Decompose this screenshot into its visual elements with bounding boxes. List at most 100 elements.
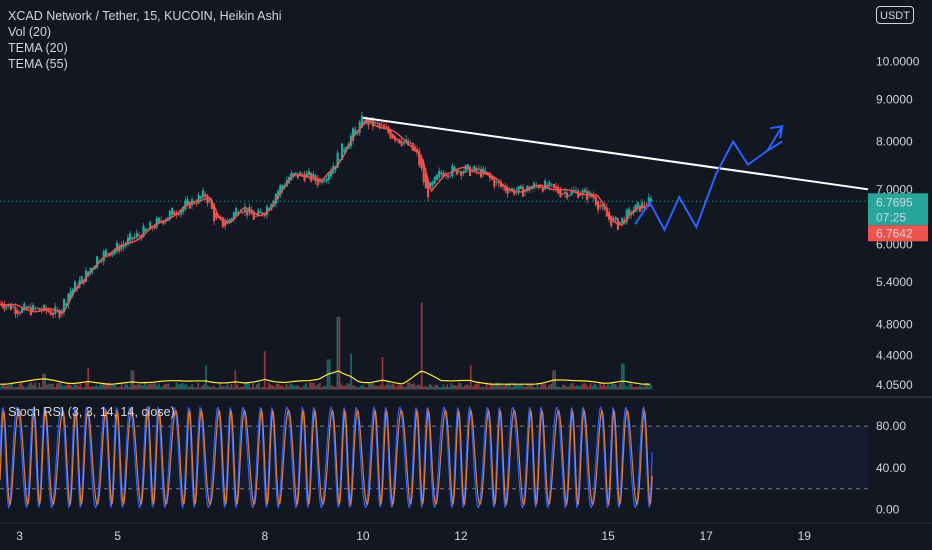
volume-bar bbox=[54, 386, 56, 390]
volume-bar bbox=[393, 384, 396, 390]
candle-body bbox=[517, 186, 520, 192]
volume-bar bbox=[228, 387, 231, 390]
candle-body bbox=[431, 181, 434, 186]
volume-bar bbox=[448, 387, 451, 390]
volume-bar bbox=[201, 386, 203, 390]
volume-bar bbox=[81, 387, 84, 390]
candle-body bbox=[257, 210, 260, 217]
candle-body bbox=[186, 198, 189, 206]
volume-bar bbox=[85, 382, 88, 390]
candle-body bbox=[60, 310, 63, 314]
low-price-box bbox=[868, 225, 928, 242]
indicator-vol-label[interactable]: Vol (20) bbox=[8, 25, 52, 39]
volume-bar bbox=[238, 387, 241, 390]
price-tick-label: 7.0000 bbox=[876, 182, 913, 196]
volume-bar bbox=[420, 302, 423, 390]
volume-bar bbox=[636, 386, 639, 390]
volume-bar bbox=[524, 386, 527, 390]
candle-body bbox=[250, 209, 253, 215]
volume-bar bbox=[395, 387, 398, 390]
volume-bar bbox=[626, 386, 629, 390]
volume-bar bbox=[26, 386, 29, 390]
volume-ma-line bbox=[0, 370, 651, 385]
volume-bar bbox=[489, 382, 492, 390]
volume-bar bbox=[208, 386, 211, 390]
volume-bar bbox=[167, 383, 170, 390]
candle-body bbox=[5, 306, 8, 308]
candle-body bbox=[427, 180, 430, 198]
candle-body bbox=[69, 290, 72, 299]
volume-bar bbox=[616, 387, 619, 390]
volume-bar bbox=[579, 385, 582, 390]
volume-bar bbox=[438, 387, 441, 390]
indicator-tema20-label[interactable]: TEMA (20) bbox=[8, 41, 68, 55]
volume-bar bbox=[256, 384, 258, 390]
volume-bar bbox=[248, 382, 251, 390]
volume-bar bbox=[163, 383, 166, 390]
volume-bar bbox=[177, 384, 180, 390]
candle-body bbox=[541, 187, 544, 192]
volume-bar bbox=[65, 385, 68, 390]
time-tick-label: 3 bbox=[16, 529, 23, 543]
candle-body bbox=[495, 181, 498, 183]
candle-body bbox=[510, 188, 514, 191]
volume-bar bbox=[462, 386, 464, 390]
volume-bar bbox=[205, 365, 207, 390]
candle-body bbox=[340, 143, 344, 160]
volume-bar bbox=[144, 382, 147, 390]
currency-button[interactable]: USDT bbox=[876, 6, 914, 24]
candle-body bbox=[462, 171, 465, 174]
volume-bar bbox=[234, 370, 237, 390]
candle-body bbox=[393, 136, 397, 141]
volume-bar bbox=[0, 386, 1, 390]
candle-body bbox=[559, 190, 562, 197]
volume-bar bbox=[232, 387, 235, 390]
candle-body bbox=[400, 141, 403, 146]
volume-bar bbox=[173, 387, 176, 390]
candle-body bbox=[497, 181, 500, 184]
candle-body bbox=[303, 174, 306, 181]
volume-bar bbox=[187, 386, 190, 390]
candle-body bbox=[223, 221, 227, 226]
volume-bar bbox=[516, 384, 519, 390]
volume-bar bbox=[10, 382, 13, 390]
volume-bar bbox=[644, 382, 647, 390]
volume-bar bbox=[548, 384, 551, 390]
candle-body bbox=[468, 166, 472, 176]
candle-body bbox=[360, 115, 364, 128]
candle-body bbox=[316, 178, 319, 186]
candle-body bbox=[537, 185, 540, 188]
candle-body bbox=[422, 162, 425, 183]
volume-bar bbox=[418, 384, 421, 390]
volume-bar bbox=[128, 387, 131, 390]
candle-body bbox=[219, 216, 222, 218]
candle-body bbox=[142, 225, 145, 238]
volume-bar bbox=[409, 382, 411, 390]
price-tick-label: 10.0000 bbox=[876, 55, 920, 69]
stoch-rsi-label[interactable]: Stoch RSI (3, 3, 14, 14, close) bbox=[8, 405, 175, 419]
candle-body bbox=[369, 117, 372, 123]
volume-bar bbox=[285, 383, 288, 390]
candle-body bbox=[581, 190, 584, 195]
volume-bar bbox=[118, 386, 121, 390]
volume-bar bbox=[275, 383, 278, 390]
candle-body bbox=[89, 268, 92, 274]
trendline bbox=[362, 116, 869, 191]
volume-bar bbox=[507, 384, 509, 390]
candle-body bbox=[367, 120, 370, 126]
volume-bar bbox=[542, 384, 545, 390]
candle-body bbox=[391, 134, 394, 139]
candle-body bbox=[0, 302, 2, 304]
indicator-tema55-label[interactable]: TEMA (55) bbox=[8, 57, 68, 71]
volume-bar bbox=[101, 383, 103, 390]
volume-bar bbox=[497, 383, 500, 390]
volume-bar bbox=[218, 382, 221, 390]
volume-bar bbox=[303, 385, 305, 390]
candle-body bbox=[491, 175, 494, 180]
candle-body bbox=[601, 204, 604, 207]
volume-bar bbox=[434, 384, 437, 390]
volume-bar bbox=[222, 386, 225, 390]
volume-bar bbox=[564, 385, 566, 390]
candle-body bbox=[246, 209, 249, 216]
